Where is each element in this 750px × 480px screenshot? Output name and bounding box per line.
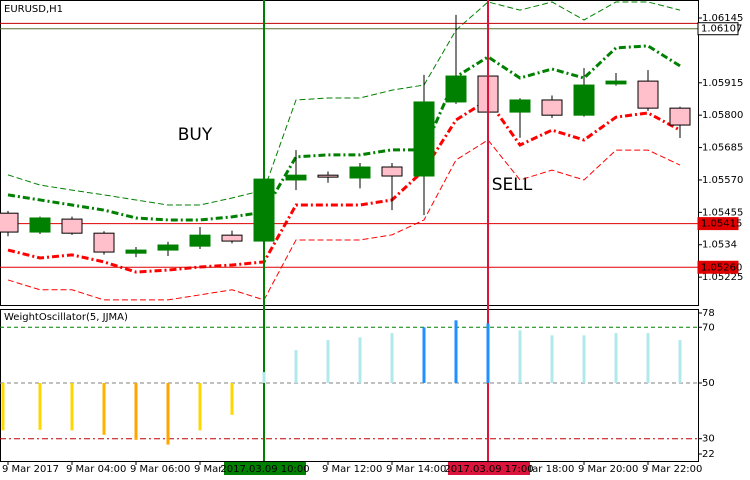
oscillator-bar	[486, 323, 490, 383]
x-tick-label: 9 Mar 04:00	[66, 464, 126, 475]
candle-body	[93, 232, 115, 253]
candle-body	[189, 234, 211, 247]
candle-body	[157, 244, 179, 251]
oscillator-pane	[0, 309, 699, 462]
price-tag	[697, 217, 739, 231]
candle-body	[125, 249, 147, 254]
y-tick-label: 70	[702, 322, 715, 333]
x-tick-label: 9 Mar 22:00	[642, 464, 702, 475]
oscillator-bar	[230, 383, 234, 415]
candle-body	[221, 234, 243, 242]
y-tick-label: 1.05570	[702, 175, 743, 186]
oscillator-bar	[454, 320, 458, 383]
y-tick-label: 30	[702, 434, 715, 445]
oscillator-bar	[614, 333, 618, 383]
time-tag	[224, 462, 306, 475]
y-tick-label: 1.0534	[702, 240, 737, 251]
candle-body	[317, 174, 339, 178]
chart-title: EURUSD,H1	[4, 4, 63, 15]
x-tick-label: 9 Mar 2017	[2, 464, 59, 475]
candle-body	[29, 217, 51, 233]
y-tick-label: 78	[702, 308, 715, 319]
y-tick-label: 50	[702, 378, 715, 389]
y-tick-label: 1.05455	[702, 207, 743, 218]
candle-body	[573, 84, 595, 116]
y-tick-label: 1.05800	[702, 110, 743, 121]
candle-body	[541, 99, 563, 116]
oscillator-bar	[198, 383, 202, 431]
band-line	[7, 139, 681, 301]
candle-body	[509, 99, 531, 113]
price-tag	[697, 260, 739, 274]
candle-body	[381, 166, 403, 177]
main-pane	[0, 0, 699, 306]
annotation: SELL	[492, 175, 533, 195]
oscillator-bar	[582, 335, 586, 383]
band-line	[7, 1, 681, 206]
candle-body	[285, 174, 307, 181]
oscillator-bar	[70, 383, 74, 431]
oscillator-bar	[422, 327, 426, 383]
x-tick-label: 9 Mar 20:00	[578, 464, 638, 475]
oscillator-bar	[326, 340, 330, 383]
oscillator-bar	[166, 383, 170, 445]
candle-body	[349, 166, 371, 179]
candle-body	[637, 80, 659, 109]
oscillator-bar	[518, 330, 522, 383]
candle-body	[445, 75, 467, 103]
candle-body	[413, 101, 435, 177]
band-line	[7, 44, 681, 222]
x-tick-label: 9 Mar 18:00	[514, 464, 574, 475]
x-tick-label: 9 Mar 14:00	[386, 464, 446, 475]
oscillator-bar	[1, 383, 5, 431]
oscillator-bar	[294, 350, 298, 383]
time-tag-label: 2017.03.09 17:00	[444, 464, 533, 475]
oscillator-bar	[38, 383, 42, 430]
oscillator-title: WeightOscillator(5, JJMA)	[4, 312, 128, 323]
oscillator-bar	[102, 383, 106, 435]
oscillator-bar	[390, 333, 394, 383]
x-tick-label: 9 Mar 12:00	[322, 464, 382, 475]
oscillator-bar	[550, 335, 554, 383]
oscillator-bar	[358, 337, 362, 383]
oscillator-bar	[678, 340, 682, 383]
y-tick-label: 1.05225	[702, 272, 743, 283]
candle-body	[605, 80, 627, 85]
price-tag-label: 1.05415	[701, 219, 742, 230]
y-tick-label: 1.06145	[702, 13, 743, 24]
candle-body	[669, 107, 691, 126]
oscillator-bar	[262, 372, 266, 383]
annotation: BUY	[178, 125, 213, 145]
price-tag-label: 1.06107	[701, 24, 742, 35]
price-tag	[697, 22, 739, 36]
price-tag-label: 1.05260	[701, 262, 742, 273]
y-tick-label: 1.05915	[702, 78, 743, 89]
y-tick-label: 22	[702, 449, 715, 460]
time-tag	[448, 462, 530, 475]
time-tag-label: 2017.03.09 10:00	[220, 464, 309, 475]
oscillator-bar	[646, 333, 650, 383]
y-tick-label: 1.05685	[702, 143, 743, 154]
x-tick-label: 9 Mar 06:00	[130, 464, 190, 475]
oscillator-bar	[134, 383, 138, 440]
candle-body	[0, 212, 19, 233]
candle-body	[61, 218, 83, 234]
